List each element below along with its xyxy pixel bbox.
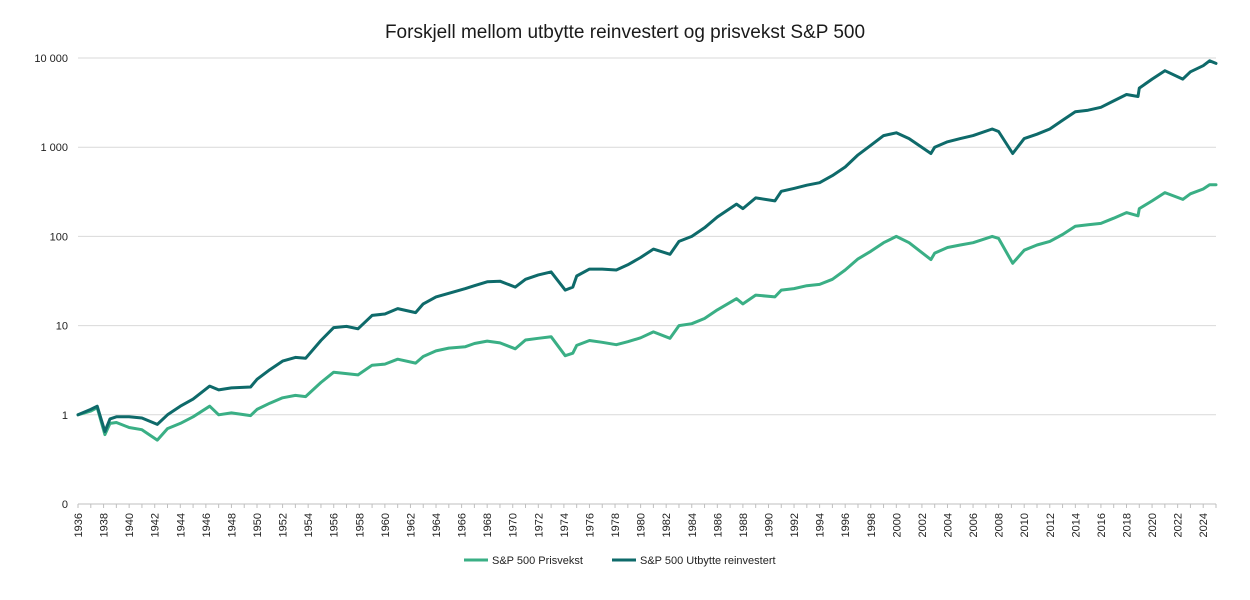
axes — [77, 503, 1217, 508]
y-tick-label: 0 — [62, 499, 68, 511]
x-tick-label: 1962 — [405, 513, 417, 537]
x-tick-label: 2020 — [1147, 513, 1159, 537]
x-tick-label: 1960 — [380, 513, 392, 537]
x-tick-label: 1968 — [482, 513, 494, 537]
x-tick-label: 1966 — [457, 513, 469, 537]
x-tick-label: 1942 — [150, 513, 162, 537]
x-tick-label: 1990 — [763, 513, 775, 537]
x-tick-label: 1998 — [866, 513, 878, 537]
x-tick-label: 2008 — [994, 513, 1006, 537]
x-tick-label: 2024 — [1198, 513, 1210, 537]
x-tick-label: 1984 — [687, 513, 699, 537]
y-tick-label: 10 000 — [34, 53, 68, 65]
x-tick-label: 2004 — [942, 513, 954, 537]
x-tick-label: 1936 — [73, 513, 85, 537]
x-tick-label: 2006 — [968, 513, 980, 537]
legend-label-2: S&P 500 Utbytte reinvestert — [640, 555, 776, 567]
series-line-1 — [76, 183, 1218, 442]
x-tick-label: 1952 — [278, 513, 290, 537]
x-tick-label: 1970 — [508, 513, 520, 537]
chart-title: Forskjell mellom utbytte reinvestert og … — [385, 22, 865, 43]
x-tick-label: 1988 — [738, 513, 750, 537]
x-tick-label: 1958 — [354, 513, 366, 537]
x-tick-label: 2002 — [917, 513, 929, 537]
x-tick-label: 1948 — [226, 513, 238, 537]
x-tick-label: 1950 — [252, 513, 264, 537]
x-tick-label: 2000 — [891, 513, 903, 537]
x-tick-label: 2016 — [1096, 513, 1108, 537]
y-axis-ticks: 0 1 10 100 1 000 10 000 — [34, 53, 68, 511]
x-tick-label: 1992 — [789, 513, 801, 537]
x-tick-label: 1976 — [584, 513, 596, 537]
series-lines — [76, 59, 1218, 442]
x-tick-label: 2022 — [1173, 513, 1185, 537]
x-tick-label: 1954 — [303, 513, 315, 537]
x-tick-label: 1964 — [431, 513, 443, 537]
x-tick-label: 1974 — [559, 513, 571, 537]
x-tick-label: 1978 — [610, 513, 622, 537]
x-tick-label: 2010 — [1019, 513, 1031, 537]
x-tick-label: 1956 — [329, 513, 341, 537]
x-tick-label: 1994 — [815, 513, 827, 537]
x-tick-label: 1972 — [533, 513, 545, 537]
x-tick-label: 1940 — [124, 513, 136, 537]
x-axis-ticks: 1936 1938 1940 1942 1944 1946 1948 1950 1952 1954… — [73, 513, 1210, 537]
x-tick-label: 2014 — [1070, 513, 1082, 537]
y-tick-label: 10 — [56, 321, 68, 333]
x-tick-label: 1938 — [99, 513, 111, 537]
y-tick-label: 1 — [62, 410, 68, 422]
y-tick-label: 100 — [50, 231, 68, 243]
x-tick-label: 1944 — [175, 513, 187, 537]
grid-lines — [78, 57, 1216, 416]
x-tick-label: 1946 — [201, 513, 213, 537]
legend: S&P 500 Prisvekst S&P 500 Utbytte reinves… — [464, 555, 776, 567]
x-tick-label: 1986 — [712, 513, 724, 537]
x-tick-label: 2018 — [1121, 513, 1133, 537]
x-tick-label: 2012 — [1045, 513, 1057, 537]
legend-label-1: S&P 500 Prisvekst — [492, 555, 583, 567]
x-tick-label: 1982 — [661, 513, 673, 537]
series-line-2 — [76, 59, 1218, 433]
x-tick-label: 1980 — [636, 513, 648, 537]
y-tick-label: 1 000 — [40, 142, 68, 154]
x-tick-label: 1996 — [840, 513, 852, 537]
